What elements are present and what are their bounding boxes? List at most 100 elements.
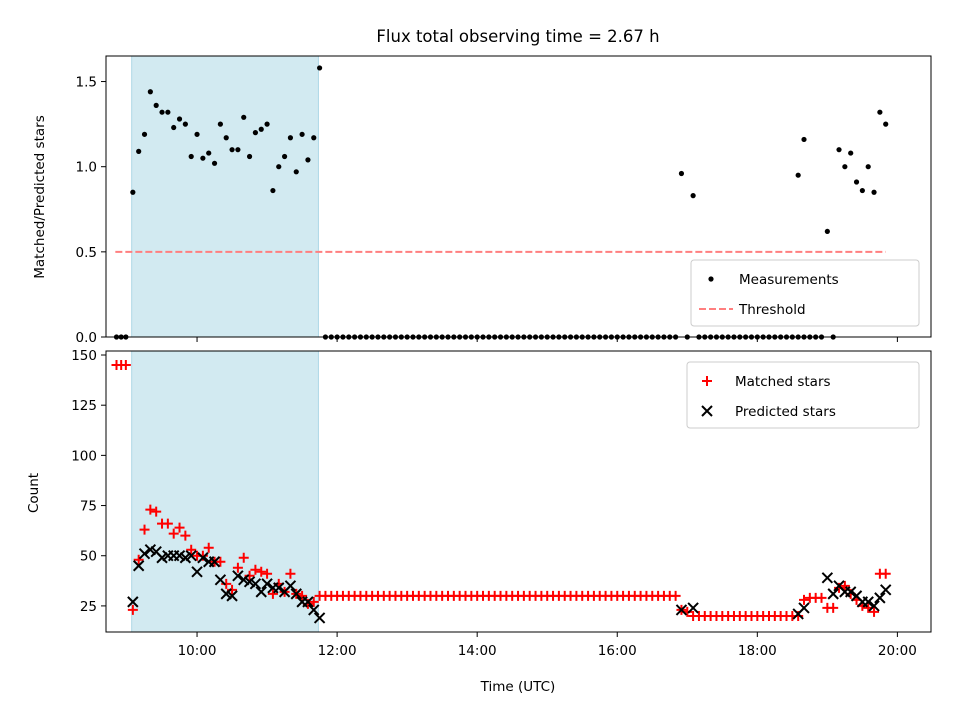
matched-stars-point — [816, 592, 827, 603]
matched-stars-point — [238, 552, 249, 563]
measurement-point — [159, 109, 165, 115]
measurement-point — [165, 109, 171, 115]
measurement-point — [842, 164, 848, 170]
predicted-stars-point — [308, 604, 320, 616]
matched-stars-point — [267, 588, 278, 599]
predicted-stars-point — [687, 602, 699, 614]
measurement-point — [859, 187, 865, 194]
matched-stars-point — [174, 522, 185, 533]
y-tick-label: 100 — [71, 448, 97, 464]
y-tick-label: 50 — [80, 549, 97, 565]
measurement-point — [311, 135, 317, 141]
measurement-point — [223, 135, 229, 141]
measurement-point — [853, 179, 860, 185]
top-panel: 0.0 0.5 1.0 1.5 Measurements Threshold — [76, 55, 932, 346]
matched-stars-point — [869, 606, 880, 617]
predicted-stars-point — [874, 592, 886, 604]
predicted-stars-point — [249, 578, 262, 590]
measurement-point — [235, 147, 241, 153]
predicted-stars-point — [132, 560, 145, 572]
predicted-stars-point — [880, 584, 892, 596]
y-tick-label: 1.5 — [76, 75, 97, 91]
measurement-point — [264, 121, 270, 127]
predicted-stars-point — [255, 586, 267, 598]
measurement-point — [678, 170, 685, 177]
chart-title: Flux total observing time = 2.67 h — [376, 27, 659, 46]
measurement-point — [217, 121, 223, 127]
predicted-stars-point — [302, 596, 314, 608]
matched-stars-point — [828, 602, 839, 613]
predicted-stars-point — [127, 596, 139, 608]
measurement-point — [690, 193, 696, 199]
legend-predicted-swatch — [701, 405, 713, 417]
measurement-point — [206, 150, 212, 156]
predicted-stars-point — [226, 590, 238, 602]
measurement-point — [281, 153, 288, 160]
legend-label: Predicted stars — [735, 404, 836, 420]
matched-stars-point — [250, 564, 261, 575]
y-tick-label: 0.0 — [76, 330, 97, 346]
measurement-point — [865, 164, 871, 170]
measurement-point — [130, 189, 136, 195]
measurement-point — [270, 187, 276, 194]
x-tick-label: 10:00 — [178, 643, 217, 659]
predicted-stars-point — [798, 602, 810, 614]
measurement-point — [194, 131, 200, 137]
matched-stars-point — [880, 568, 891, 579]
measurement-point — [241, 114, 247, 120]
measurement-point — [136, 148, 142, 154]
measurement-point — [877, 109, 883, 115]
measurement-point — [287, 135, 294, 141]
bottom-panel: 25 50 75 100 125 150 10:00 12:00 14:00 16:00 18:00… — [71, 348, 932, 659]
predicted-stars-point — [284, 580, 297, 592]
axes-frame — [105, 350, 932, 633]
predicted-stars-point — [214, 574, 227, 586]
x-tick-label: 12:00 — [318, 643, 357, 659]
predicted-stars-point — [313, 612, 326, 624]
matched-stars-point — [799, 594, 810, 605]
predicted-stars-point — [138, 548, 151, 560]
x-tick-label: 20:00 — [878, 643, 917, 659]
y-tick-label: 25 — [80, 599, 97, 615]
measurement-point — [848, 150, 854, 156]
measurement-point — [299, 131, 305, 137]
bottom-y-axis-label: Count — [26, 473, 42, 513]
measurement-point — [211, 160, 218, 166]
measurement-point — [176, 116, 183, 122]
legend-label: Matched stars — [735, 374, 831, 390]
x-tick-label: 16:00 — [598, 643, 637, 659]
matched-stars-point — [180, 530, 191, 541]
matched-stars-point — [162, 518, 173, 529]
measurement-point — [795, 172, 801, 178]
matched-stars-point — [308, 596, 319, 607]
y-tick-label: 150 — [71, 348, 97, 364]
measurement-point — [182, 121, 188, 127]
legend-matched-swatch — [702, 376, 712, 386]
predicted-stars-point — [821, 572, 834, 584]
predicted-stars-point — [844, 586, 857, 598]
matched-stars-point — [145, 504, 156, 515]
y-tick-label: 125 — [71, 398, 97, 414]
matched-stars-point — [232, 562, 243, 573]
matched-stars-point — [256, 566, 267, 577]
matched-stars-point — [262, 568, 273, 579]
highlight-span — [131, 350, 319, 633]
y-tick-label: 1.0 — [76, 160, 97, 176]
measurement-point — [252, 130, 259, 136]
measurement-point — [836, 147, 842, 153]
measurement-point — [246, 153, 253, 160]
predicted-stars-point — [261, 578, 273, 590]
measurement-point — [200, 155, 206, 161]
measurement-point — [293, 169, 299, 175]
measurement-point — [188, 153, 194, 160]
matched-stars-point — [133, 554, 144, 565]
measurement-point — [229, 147, 235, 153]
legend-label: Threshold — [738, 302, 806, 318]
matched-stars-point — [215, 556, 226, 567]
measurement-point — [883, 121, 889, 127]
matched-stars-point — [793, 610, 804, 621]
matched-stars-point — [670, 590, 681, 601]
top-y-axis-label: Matched/Predicted stars — [32, 115, 48, 278]
matched-stars-point — [203, 542, 214, 553]
matched-stars-point — [168, 528, 179, 539]
